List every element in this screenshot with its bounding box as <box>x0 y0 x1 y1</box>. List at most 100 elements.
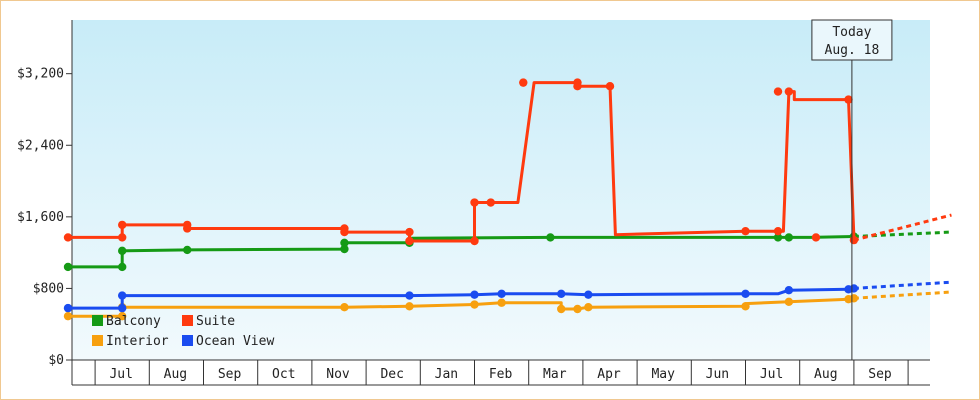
y-tick-label: $3,200 <box>17 67 64 82</box>
data-point <box>849 294 859 303</box>
series-ocean-view <box>63 280 952 313</box>
x-tick-label: Jul <box>109 367 132 382</box>
data-point <box>340 303 349 312</box>
data-point <box>118 303 127 313</box>
legend-swatch <box>92 315 103 326</box>
plot-area <box>72 20 930 360</box>
data-point <box>118 246 127 256</box>
data-point <box>844 95 853 104</box>
today-date: Aug. 18 <box>825 43 880 58</box>
legend: Balcony Suite Interior Ocean View <box>92 314 274 349</box>
data-point <box>546 233 555 242</box>
x-tick-label: Oct <box>272 367 295 382</box>
data-point <box>486 198 495 207</box>
data-point <box>118 291 127 300</box>
forecast-line <box>853 213 952 242</box>
legend-item: Balcony <box>92 314 161 329</box>
legend-item: Ocean View <box>182 334 274 349</box>
data-point <box>118 233 127 242</box>
x-tick-label: Nov <box>326 367 350 382</box>
x-tick-label: Jul <box>760 367 783 382</box>
y-tick-label: $800 <box>33 281 64 296</box>
data-point <box>584 290 593 299</box>
today-marker: Today Aug. 18 <box>811 19 893 360</box>
series-suite <box>63 78 952 246</box>
x-tick-label: Aug <box>814 367 837 382</box>
legend-label: Suite <box>196 314 235 329</box>
axes: $0 $800 $1,600 $2,400 $3,200 Jul Aug Sep Oct Nov D… <box>17 20 930 386</box>
data-point <box>405 291 414 300</box>
data-point <box>405 302 414 311</box>
legend-swatch <box>182 335 193 346</box>
data-point <box>63 233 73 242</box>
forecast-line <box>853 290 952 300</box>
data-point <box>470 290 479 299</box>
data-point <box>773 233 783 242</box>
forecast-line <box>853 280 952 290</box>
x-tick-label: Dec <box>380 367 403 382</box>
data-point <box>470 198 479 207</box>
data-point <box>183 245 192 255</box>
data-point <box>849 284 859 293</box>
data-point <box>405 227 414 237</box>
data-point <box>784 87 794 96</box>
data-point <box>519 78 528 87</box>
data-point <box>118 220 127 230</box>
x-tick-label: Sep <box>218 367 242 382</box>
data-point <box>63 303 73 313</box>
today-box <box>811 19 893 61</box>
x-tick-label: Mar <box>543 367 567 382</box>
x-tick-label: Jan <box>435 367 458 382</box>
series-interior <box>63 290 952 321</box>
x-tick-label: Jun <box>706 367 729 382</box>
data-point <box>63 311 73 321</box>
data-point <box>573 82 582 91</box>
x-tick-label: Sep <box>868 367 892 382</box>
forecast-line <box>853 230 952 239</box>
data-point <box>470 236 479 246</box>
data-point <box>63 262 73 272</box>
series-layer <box>63 78 952 321</box>
data-point <box>497 298 506 307</box>
data-point <box>573 304 582 314</box>
legend-item: Interior <box>92 334 169 349</box>
data-point <box>405 236 414 246</box>
data-point <box>773 87 783 96</box>
data-point <box>584 303 593 312</box>
data-point <box>340 238 349 247</box>
data-point <box>741 302 750 311</box>
data-point <box>118 311 127 321</box>
y-tick-label: $1,600 <box>17 210 64 225</box>
data-point <box>773 226 783 236</box>
data-point <box>605 82 615 91</box>
y-tick-label: $2,400 <box>17 138 64 153</box>
x-tick-label: Apr <box>597 367 621 382</box>
x-tick-label: May <box>651 367 675 382</box>
data-point <box>557 304 566 314</box>
x-tick-label: Aug <box>164 367 187 382</box>
data-point <box>741 226 750 236</box>
legend-label: Balcony <box>106 314 161 329</box>
data-point <box>811 233 821 242</box>
data-point <box>784 286 794 295</box>
data-point <box>340 244 349 254</box>
legend-swatch <box>92 335 103 346</box>
x-tick-label: Feb <box>489 367 513 382</box>
data-point <box>118 262 127 272</box>
legend-swatch <box>182 315 193 326</box>
legend-label: Ocean View <box>196 334 274 349</box>
data-point <box>470 300 479 309</box>
y-tick-label: $0 <box>48 353 64 368</box>
today-label: Today <box>832 25 871 40</box>
data-point <box>497 289 506 298</box>
legend-label: Interior <box>106 334 169 349</box>
data-point <box>784 297 794 307</box>
data-point <box>557 289 566 298</box>
data-point <box>849 235 859 245</box>
data-point <box>784 233 794 242</box>
data-point <box>741 289 750 298</box>
legend-item: Suite <box>182 314 235 329</box>
data-point <box>340 227 349 237</box>
data-point <box>183 224 192 233</box>
